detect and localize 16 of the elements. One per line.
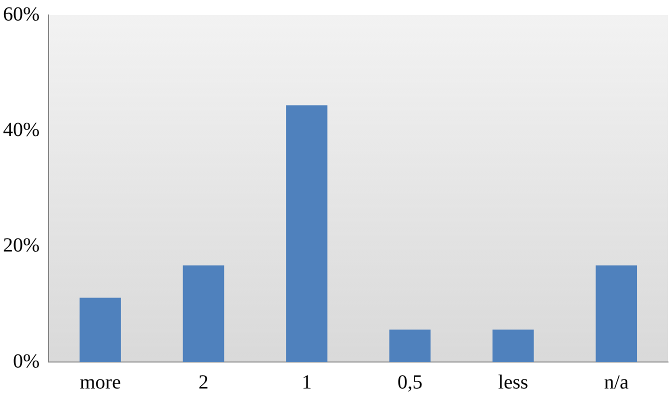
x-tick-label: n/a (604, 371, 629, 394)
bar (80, 298, 121, 362)
x-tick-label: more (80, 371, 121, 394)
y-tick-label: 40% (2, 118, 40, 141)
bar (389, 330, 431, 362)
bar (492, 330, 534, 362)
bar (596, 265, 638, 362)
y-tick-label: 0% (12, 350, 40, 372)
bar (286, 105, 328, 362)
x-tick-label: less (498, 371, 528, 394)
y-tick-label: 20% (2, 234, 40, 257)
y-tick-label: 60% (2, 3, 40, 26)
x-tick-label: 1 (302, 371, 312, 394)
bar (182, 265, 224, 362)
x-tick-label: 2 (198, 371, 208, 394)
x-tick-label: 0,5 (397, 371, 422, 394)
